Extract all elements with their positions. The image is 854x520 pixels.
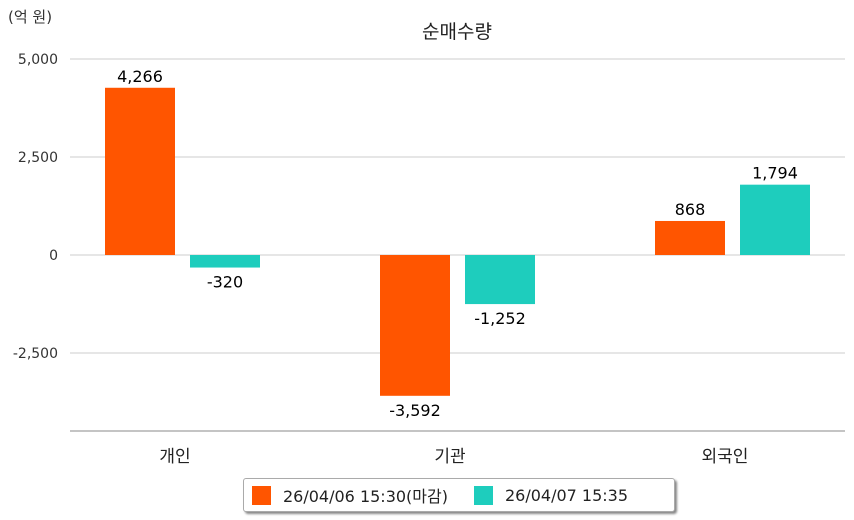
data-label: 4,266: [117, 67, 163, 86]
bar[interactable]: [740, 184, 810, 255]
bar[interactable]: [465, 255, 535, 305]
data-label: -1,252: [474, 309, 526, 328]
data-label: 868: [675, 200, 706, 219]
legend-label: 26/04/07 15:35: [504, 485, 629, 505]
bar[interactable]: [190, 255, 260, 268]
legend-item-1[interactable]: 26/04/07 15:35: [466, 485, 629, 505]
bar[interactable]: [655, 220, 725, 255]
bar[interactable]: [380, 255, 450, 396]
y-tick-label: -2,500: [13, 346, 58, 362]
bar[interactable]: [105, 87, 175, 255]
y-tick-label: 5,000: [18, 52, 58, 68]
y-tick-label: 2,500: [18, 150, 58, 166]
y-tick-label: 0: [49, 248, 58, 264]
legend-swatch: [252, 485, 271, 505]
legend-label: 26/04/06 15:30(마감): [283, 487, 448, 506]
x-tick-label: 외국인: [702, 447, 749, 467]
legend-swatch: [473, 485, 493, 505]
legend-item-0[interactable]: 26/04/06 15:30(마감): [244, 483, 448, 507]
data-label: -3,592: [389, 401, 441, 420]
unit-label: (억 원): [8, 8, 52, 26]
data-label: 1,794: [752, 164, 798, 183]
x-tick-label: 기관: [434, 447, 465, 467]
data-label: -320: [207, 273, 243, 292]
x-tick-label: 개인: [159, 447, 190, 467]
legend: 26/04/06 15:30(마감) 26/04/07 15:35: [243, 478, 675, 512]
chart-title: 순매수량: [422, 21, 492, 43]
